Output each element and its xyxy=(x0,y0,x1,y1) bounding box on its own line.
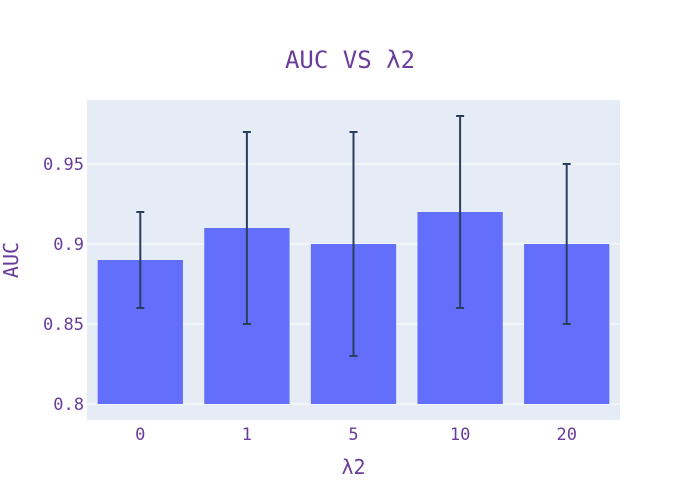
y-tick-label: 0.85 xyxy=(43,315,84,335)
y-tick-label: 0.9 xyxy=(53,235,84,255)
x-tick-label: 0 xyxy=(135,425,145,445)
y-axis-label: AUC xyxy=(0,242,23,278)
x-tick-label: 5 xyxy=(348,425,358,445)
x-tick-label: 20 xyxy=(556,425,576,445)
error-bar-0 xyxy=(136,211,145,309)
y-tick-label: 0.95 xyxy=(43,155,84,175)
error-bars-group xyxy=(136,115,571,357)
x-tick-labels: 0 1 5 10 20 xyxy=(135,425,577,445)
error-bar-1 xyxy=(242,131,251,325)
error-bar-10 xyxy=(456,115,465,309)
error-bar-20 xyxy=(562,163,571,325)
chart-title: AUC VS λ2 xyxy=(285,46,415,74)
x-axis-label: λ2 xyxy=(341,455,365,479)
error-bar-5 xyxy=(349,131,358,357)
y-tick-labels: 0.8 0.85 0.9 0.95 xyxy=(43,155,84,415)
x-tick-label: 1 xyxy=(242,425,252,445)
x-tick-label: 10 xyxy=(450,425,470,445)
y-tick-label: 0.8 xyxy=(53,395,84,415)
